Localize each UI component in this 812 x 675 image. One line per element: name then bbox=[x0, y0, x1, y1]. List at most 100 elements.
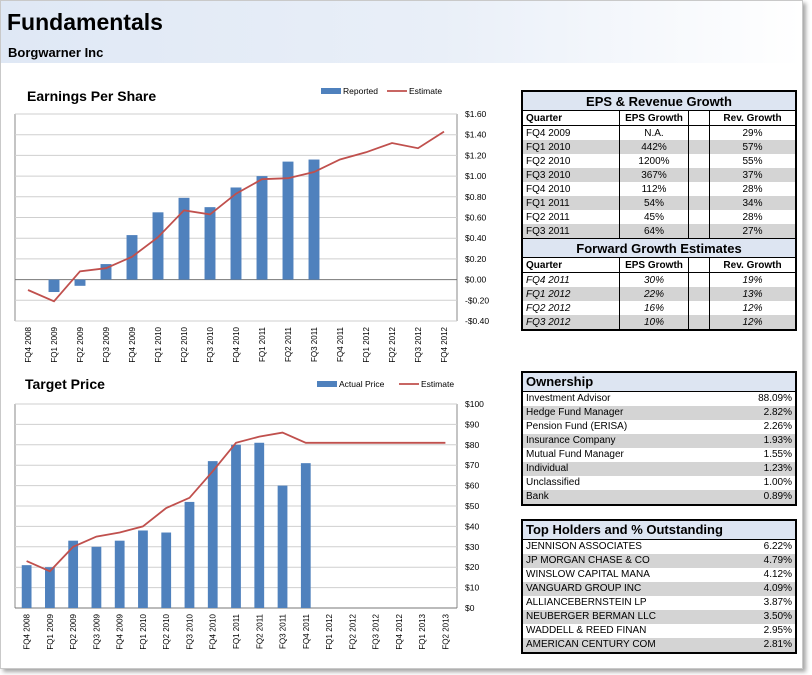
cell-eps-growth: 45% bbox=[619, 210, 689, 224]
cell-rev-growth: 29% bbox=[709, 125, 795, 140]
item-label: NEUBERGER BERMAN LLC bbox=[526, 611, 657, 622]
item-value: 1.55% bbox=[763, 449, 792, 460]
cell-quarter: FQ4 2010 bbox=[526, 183, 571, 195]
x-tick-label: FQ3 2010 bbox=[185, 613, 194, 649]
cell-eps-growth: 442% bbox=[619, 140, 689, 154]
bar bbox=[204, 207, 216, 280]
cell-eps-growth: 1200% bbox=[619, 154, 689, 168]
cell-spacer bbox=[688, 154, 710, 168]
item-label: Bank bbox=[526, 491, 549, 502]
x-tick-label: FQ4 2012 bbox=[440, 326, 449, 362]
table-row: FQ4 2009 N.A. 29% bbox=[523, 125, 795, 140]
item-value: 4.79% bbox=[763, 555, 792, 566]
x-tick-label: FQ4 2010 bbox=[232, 326, 241, 362]
bar bbox=[138, 530, 148, 608]
list-item: NEUBERGER BERMAN LLC 3.50% bbox=[523, 610, 795, 624]
item-value: 1.93% bbox=[763, 435, 792, 446]
cell-spacer bbox=[688, 272, 710, 287]
legend-swatch-bar bbox=[321, 88, 341, 94]
cell-spacer bbox=[688, 224, 710, 239]
legend-label: Reported bbox=[343, 86, 378, 96]
cell-rev-growth: 28% bbox=[709, 210, 795, 224]
cell-quarter: FQ4 2011 bbox=[526, 274, 570, 286]
item-value: 3.87% bbox=[763, 597, 792, 608]
legend-label: Estimate bbox=[409, 86, 442, 96]
cell-spacer bbox=[688, 140, 710, 154]
x-tick-label: FQ2 2010 bbox=[180, 326, 189, 362]
forward-growth-title: Forward Growth Estimates bbox=[523, 238, 795, 258]
item-value: 2.26% bbox=[763, 421, 792, 432]
bar bbox=[45, 567, 55, 608]
y-tick-label: $70 bbox=[465, 460, 479, 470]
item-label: JENNISON ASSOCIATES bbox=[526, 541, 642, 552]
company-name: Borgwarner Inc bbox=[8, 45, 104, 60]
bar bbox=[282, 161, 294, 280]
y-tick-label: -$0.40 bbox=[465, 316, 489, 326]
list-item: Pension Fund (ERISA) 2.26% bbox=[523, 420, 795, 434]
table-row: FQ1 2010 442% 57% bbox=[523, 140, 795, 154]
cell-quarter: FQ4 2009 bbox=[526, 127, 571, 139]
y-tick-label: $10 bbox=[465, 583, 479, 593]
list-item: Investment Advisor 88.09% bbox=[523, 392, 795, 406]
table-row: FQ4 2010 112% 28% bbox=[523, 182, 795, 196]
cell-quarter: FQ1 2011 bbox=[523, 196, 620, 210]
col-quarter: Quarter bbox=[523, 110, 620, 126]
y-tick-label: $20 bbox=[465, 562, 479, 572]
cell-quarter: FQ3 2012 bbox=[523, 315, 620, 329]
y-tick-label: $1.00 bbox=[465, 171, 487, 181]
legend-label: Estimate bbox=[421, 379, 454, 389]
table-row: FQ2 2011 45% 28% bbox=[523, 210, 795, 224]
x-tick-label: FQ1 2011 bbox=[258, 326, 267, 362]
eps-chart: $1.60 $1.40 $1.20 $1.00 $0.80 $0.60 $0.40 $0.20… bbox=[14, 86, 489, 363]
x-tick-label: FQ2 2009 bbox=[69, 613, 78, 649]
list-item: Bank 0.89% bbox=[523, 490, 795, 504]
list-item: VANGUARD GROUP INC 4.09% bbox=[523, 582, 795, 596]
y-tick-label: $80 bbox=[465, 440, 479, 450]
x-tick-label: FQ2 2012 bbox=[388, 326, 397, 362]
cell-eps-growth: 16% bbox=[619, 301, 689, 315]
eps-growth-title: EPS & Revenue Growth bbox=[523, 92, 795, 111]
cell-eps-growth: 22% bbox=[619, 287, 689, 301]
y-tick-label: $1.40 bbox=[465, 130, 487, 140]
cell-spacer bbox=[688, 287, 710, 301]
cell-quarter: FQ1 2010 bbox=[523, 140, 620, 154]
cell-eps-growth: 367% bbox=[619, 168, 689, 182]
item-value: 2.81% bbox=[763, 639, 792, 650]
list-item: Individual 1.23% bbox=[523, 462, 795, 476]
x-tick-label: FQ3 2012 bbox=[372, 613, 381, 649]
eps-chart-title: Earnings Per Share bbox=[27, 88, 157, 104]
table-row: FQ3 2012 10% 12% bbox=[523, 315, 795, 329]
y-tick-label: $1.60 bbox=[465, 109, 487, 119]
bar bbox=[114, 540, 125, 608]
item-label: WADDELL & REED FINAN bbox=[526, 625, 647, 636]
y-tick-label: $30 bbox=[465, 542, 479, 552]
cell-quarter: FQ2 2010 bbox=[526, 155, 571, 167]
ownership-table: Ownership Investment Advisor 88.09% Hedge … bbox=[521, 371, 797, 506]
item-label: Insurance Company bbox=[526, 435, 616, 446]
item-value: 88.09% bbox=[758, 393, 792, 404]
cell-rev-growth: 19% bbox=[709, 272, 795, 287]
cell-quarter: FQ3 2011 bbox=[523, 224, 620, 239]
cell-rev-growth: 34% bbox=[709, 196, 795, 210]
cell-eps-growth: 54% bbox=[619, 196, 689, 210]
x-tick-label: FQ1 2010 bbox=[139, 613, 148, 649]
item-label: Pension Fund (ERISA) bbox=[526, 421, 628, 432]
bar bbox=[231, 444, 241, 608]
estimate-line bbox=[27, 130, 445, 303]
page-title: Fundamentals bbox=[7, 9, 163, 35]
cell-eps-growth: 64% bbox=[619, 224, 689, 239]
x-tick-label: FQ1 2009 bbox=[50, 326, 59, 362]
y-tick-label: -$0.20 bbox=[465, 295, 489, 305]
item-value: 1.23% bbox=[763, 463, 792, 474]
bar bbox=[230, 187, 242, 280]
col-eps-growth: EPS Growth bbox=[619, 257, 689, 273]
list-item: Mutual Fund Manager 1.55% bbox=[523, 448, 795, 462]
x-tick-label: FQ1 2010 bbox=[154, 326, 163, 362]
col-eps-growth: EPS Growth bbox=[619, 110, 689, 126]
table-row: FQ1 2012 22% 13% bbox=[523, 287, 795, 301]
item-label: ALLIANCEBERNSTEIN LP bbox=[526, 597, 647, 608]
cell-rev-growth: 28% bbox=[709, 182, 795, 196]
cell-spacer bbox=[688, 210, 710, 224]
bar bbox=[48, 279, 60, 293]
